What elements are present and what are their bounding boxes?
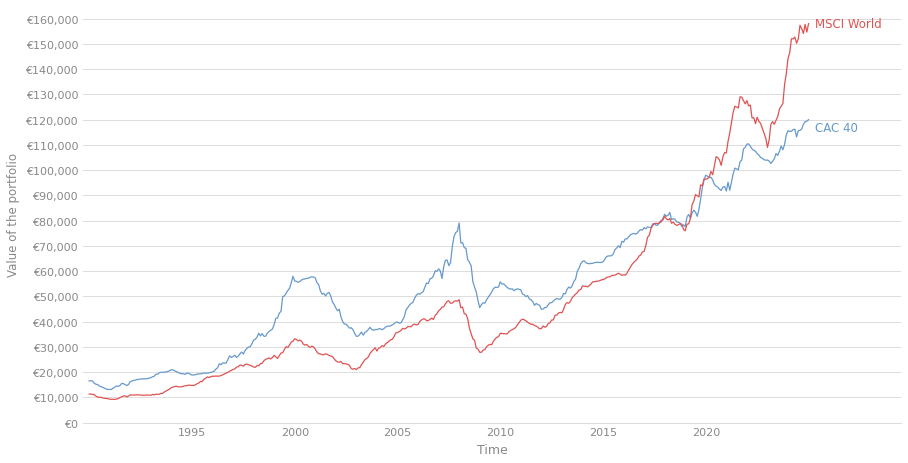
X-axis label: Time: Time (477, 443, 508, 456)
Text: MSCI World: MSCI World (814, 18, 882, 31)
Y-axis label: Value of the portfolio: Value of the portfolio (7, 153, 20, 277)
Text: CAC 40: CAC 40 (814, 121, 857, 134)
